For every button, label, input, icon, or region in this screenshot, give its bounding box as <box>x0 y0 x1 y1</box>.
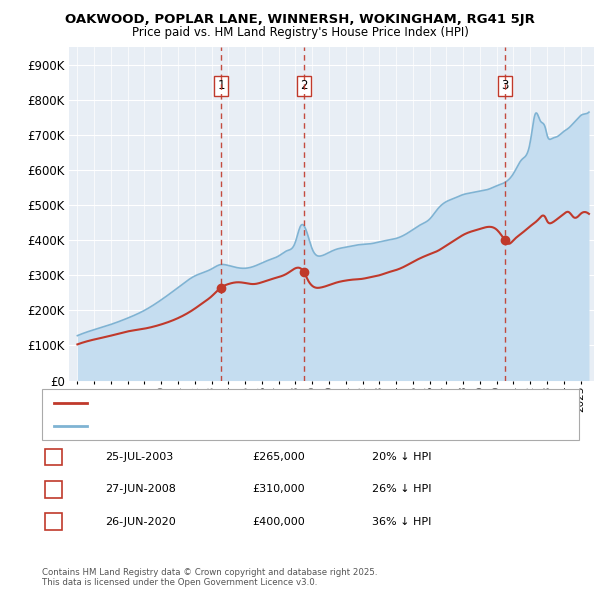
Text: Price paid vs. HM Land Registry's House Price Index (HPI): Price paid vs. HM Land Registry's House … <box>131 26 469 39</box>
Text: £265,000: £265,000 <box>252 452 305 462</box>
Text: 1: 1 <box>217 79 225 92</box>
Text: 1: 1 <box>50 452 57 462</box>
Text: 26-JUN-2020: 26-JUN-2020 <box>105 517 176 527</box>
Text: 25-JUL-2003: 25-JUL-2003 <box>105 452 173 462</box>
Text: 26% ↓ HPI: 26% ↓ HPI <box>372 484 431 494</box>
Text: 20% ↓ HPI: 20% ↓ HPI <box>372 452 431 462</box>
Text: 2: 2 <box>300 79 307 92</box>
Text: 27-JUN-2008: 27-JUN-2008 <box>105 484 176 494</box>
Text: £400,000: £400,000 <box>252 517 305 527</box>
Text: Contains HM Land Registry data © Crown copyright and database right 2025.
This d: Contains HM Land Registry data © Crown c… <box>42 568 377 587</box>
Text: 3: 3 <box>501 79 509 92</box>
Text: 3: 3 <box>50 517 57 527</box>
Text: OAKWOOD, POPLAR LANE, WINNERSH, WOKINGHAM, RG41 5JR: OAKWOOD, POPLAR LANE, WINNERSH, WOKINGHA… <box>65 13 535 26</box>
Text: 36% ↓ HPI: 36% ↓ HPI <box>372 517 431 527</box>
Text: OAKWOOD, POPLAR LANE, WINNERSH, WOKINGHAM, RG41 5JR (detached house): OAKWOOD, POPLAR LANE, WINNERSH, WOKINGHA… <box>93 398 498 408</box>
Text: £310,000: £310,000 <box>252 484 305 494</box>
Text: 2: 2 <box>50 484 57 494</box>
Text: HPI: Average price, detached house, Wokingham: HPI: Average price, detached house, Woki… <box>93 421 336 431</box>
